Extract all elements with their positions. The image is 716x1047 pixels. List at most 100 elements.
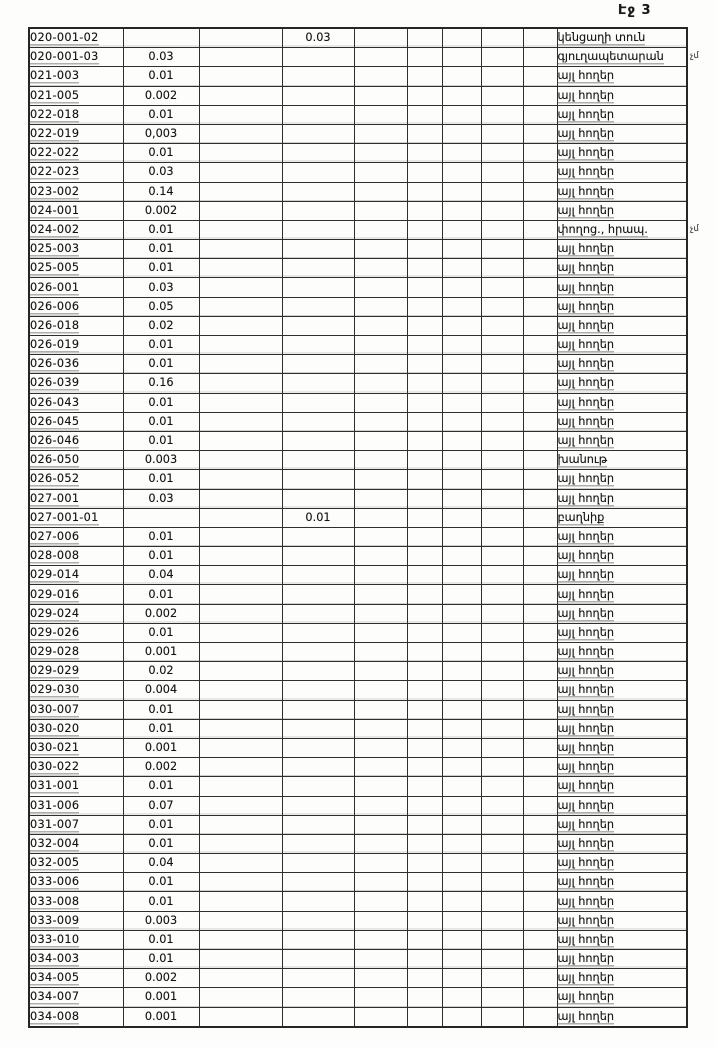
- empty-cell: [522, 718, 558, 739]
- empty-cell: [441, 929, 482, 951]
- secondary-area-value-cell: [281, 584, 355, 605]
- empty-cell: [353, 948, 408, 970]
- empty-cell: [406, 565, 443, 586]
- parcel-code-cell: 029-014: [28, 565, 124, 586]
- parcel-code-text: 030-022: [30, 760, 80, 774]
- land-use-cell: այլ հողեր: [556, 680, 688, 701]
- empty-cell: [480, 507, 524, 528]
- empty-cell: [522, 334, 558, 356]
- secondary-area-value-cell: [281, 315, 355, 337]
- empty-cell: [353, 546, 408, 567]
- empty-cell: [353, 85, 408, 106]
- empty-cell: [353, 258, 408, 279]
- empty-cell: [522, 968, 558, 989]
- empty-cell: [198, 430, 283, 452]
- empty-cell: [480, 699, 524, 720]
- land-use-text: այլ հողեր: [557, 971, 615, 985]
- land-use-cell: այլ հողեր: [556, 948, 688, 970]
- table-row: 027-001-01 0.01 բաղնիք: [28, 507, 688, 528]
- empty-cell: [522, 162, 558, 183]
- secondary-area-value-cell: [281, 488, 355, 509]
- empty-cell: [406, 833, 443, 855]
- empty-cell: [480, 411, 524, 432]
- land-use-text: այլ հողեր: [557, 836, 615, 850]
- empty-cell: [441, 507, 482, 528]
- empty-cell: [198, 392, 283, 413]
- area-value-cell: 0.01: [122, 833, 200, 855]
- parcel-code-cell: 029-030: [28, 680, 124, 701]
- land-use-cell: այլ հողեր: [556, 872, 688, 893]
- table-row: 032-004 0.01 այլ հողեր: [28, 833, 688, 855]
- empty-cell: [441, 891, 482, 912]
- table-row: 033-008 0.01 այլ հողեր: [28, 891, 688, 912]
- empty-cell: [522, 929, 558, 951]
- table-row: 021-005 0.002 այլ հողեր: [28, 85, 688, 106]
- empty-cell: [198, 757, 283, 778]
- empty-cell: [480, 603, 524, 624]
- parcel-code-text: 022-019: [30, 127, 80, 141]
- area-value-cell: 0.002: [122, 200, 200, 221]
- empty-cell: [441, 411, 482, 432]
- empty-cell: [353, 239, 408, 260]
- parcel-code-text: 027-001-01: [30, 510, 99, 524]
- land-use-text: այլ հողեր: [557, 625, 615, 639]
- land-use-text: այլ հողեր: [557, 721, 615, 735]
- land-use-text: գյուղապետարան: [557, 50, 664, 64]
- empty-cell: [522, 1006, 558, 1028]
- empty-cell: [480, 853, 524, 874]
- empty-cell: [480, 239, 524, 260]
- land-use-text: այլ հողեր: [557, 817, 615, 831]
- land-use-cell: այլ հողեր: [556, 757, 688, 778]
- land-use-cell: այլ հողեր: [556, 526, 688, 548]
- empty-cell: [441, 737, 482, 759]
- empty-cell: [406, 411, 443, 432]
- empty-cell: [198, 469, 283, 490]
- empty-cell: [441, 565, 482, 586]
- land-use-text: այլ հողեր: [557, 932, 615, 946]
- empty-cell: [353, 814, 408, 835]
- empty-cell: [480, 181, 524, 202]
- empty-cell: [522, 469, 558, 490]
- secondary-area-value-cell: [281, 143, 355, 164]
- parcel-code-cell: 034-003: [28, 948, 124, 970]
- empty-cell: [480, 1006, 524, 1028]
- empty-cell: [522, 948, 558, 970]
- table-row: 029-024 0.002 այլ հողեր: [28, 603, 688, 624]
- empty-cell: [353, 123, 408, 145]
- secondary-area-value-cell: [281, 833, 355, 855]
- secondary-area-value-cell: [281, 296, 355, 317]
- empty-cell: [522, 987, 558, 1008]
- empty-cell: [522, 315, 558, 337]
- empty-cell: [198, 661, 283, 682]
- empty-cell: [353, 853, 408, 874]
- empty-cell: [441, 1006, 482, 1028]
- land-use-cell: այլ հողեր: [556, 795, 688, 816]
- empty-cell: [522, 66, 558, 87]
- empty-cell: [353, 488, 408, 509]
- empty-cell: [480, 757, 524, 778]
- parcel-code-cell: 029-026: [28, 622, 124, 644]
- area-value-cell: 0.02: [122, 661, 200, 682]
- secondary-area-value-cell: [281, 757, 355, 778]
- parcel-code-text: 033-008: [30, 894, 80, 908]
- area-value-cell: 0.02: [122, 315, 200, 337]
- area-value-cell: 0.01: [122, 66, 200, 87]
- land-use-cell: այլ հողեր: [556, 929, 688, 951]
- land-use-text: այլ հողեր: [557, 299, 615, 313]
- empty-cell: [406, 162, 443, 183]
- empty-cell: [522, 354, 558, 375]
- parcel-code-cell: 026-018: [28, 315, 124, 337]
- table-row: 026-050 0.003 խանութ: [28, 450, 688, 471]
- land-use-text: այլ հողեր: [557, 664, 615, 678]
- empty-cell: [441, 66, 482, 87]
- empty-cell: [353, 200, 408, 221]
- empty-cell: [406, 584, 443, 605]
- parcel-code-cell: 032-005: [28, 853, 124, 874]
- table-row: 027-001 0.03 այլ հողեր: [28, 488, 688, 509]
- parcel-code-text: 029-030: [30, 683, 80, 697]
- table-row: 022-019 0,003 այլ հողեր: [28, 123, 688, 145]
- empty-cell: [441, 718, 482, 739]
- land-use-text: այլ հողեր: [557, 434, 615, 448]
- land-use-cell: այլ հողեր: [556, 430, 688, 452]
- empty-cell: [480, 392, 524, 413]
